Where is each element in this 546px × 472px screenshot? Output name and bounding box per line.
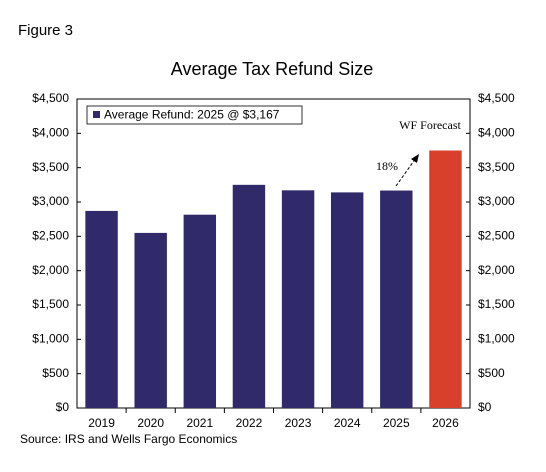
chart-title: Average Tax Refund Size (171, 59, 373, 79)
y2-tick-label: $1,000 (478, 332, 515, 346)
bar (85, 210, 118, 408)
figure-label: Figure 3 (18, 22, 73, 39)
y2-tick-label: $2,000 (478, 263, 515, 277)
x-tick-label: 2021 (186, 416, 213, 430)
bar (134, 232, 167, 408)
y2-tick-label: $3,000 (478, 194, 515, 208)
y2-tick-label: $3,500 (478, 160, 515, 174)
bar (232, 184, 266, 408)
y-tick-label: $2,500 (32, 229, 69, 243)
legend-swatch (93, 111, 100, 118)
y-tick-label: $3,500 (32, 160, 69, 174)
y-tick-label: $500 (42, 366, 69, 380)
x-tick-label: 2026 (432, 416, 459, 430)
legend-label: Average Refund: 2025 @ $3,167 (104, 108, 280, 122)
x-tick-label: 2019 (88, 416, 115, 430)
x-tick-label: 2025 (383, 416, 410, 430)
bar (330, 192, 364, 408)
x-tick-label: 2022 (236, 416, 263, 430)
y2-tick-label: $4,500 (478, 91, 515, 105)
y2-tick-label: $4,000 (478, 126, 515, 140)
annotation: WF Forecast (399, 118, 461, 132)
y-tick-label: $0 (56, 400, 70, 414)
source: Source: IRS and Wells Fargo Economics (20, 432, 237, 446)
y-tick-label: $4,000 (32, 126, 69, 140)
arrow (395, 157, 417, 187)
annotation: 18% (376, 159, 398, 173)
legend-box (86, 105, 303, 125)
y2-tick-label: $0 (478, 400, 492, 414)
y-tick-label: $1,500 (32, 297, 69, 311)
bar (183, 214, 217, 408)
bar (429, 150, 462, 408)
y-tick-label: $3,000 (32, 194, 69, 208)
x-tick-label: 2024 (334, 416, 361, 430)
bar (380, 190, 413, 408)
bar (281, 190, 315, 408)
y-tick-label: $1,000 (32, 332, 69, 346)
y2-tick-label: $500 (478, 366, 505, 380)
y-tick-label: $4,500 (32, 91, 69, 105)
x-tick-label: 2023 (285, 416, 312, 430)
arrow-head (411, 154, 419, 163)
x-tick-label: 2020 (137, 416, 164, 430)
y2-tick-label: $1,500 (478, 297, 515, 311)
y2-tick-label: $2,500 (478, 229, 515, 243)
y-tick-label: $2,000 (32, 263, 69, 277)
